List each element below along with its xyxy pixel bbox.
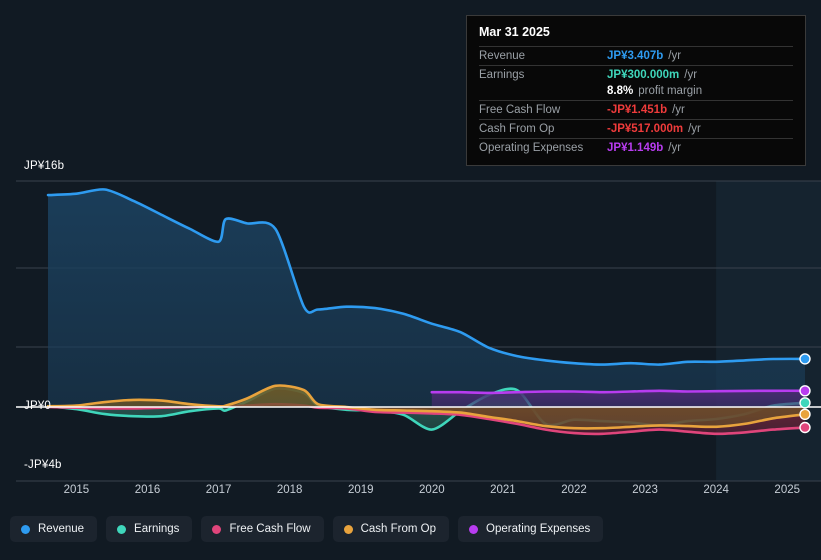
endpoint-dot: [799, 353, 811, 365]
tooltip-row-label: Cash From Op: [479, 123, 555, 135]
legend-item-earnings[interactable]: Earnings: [106, 516, 193, 542]
chart-plot-svg: [16, 180, 821, 482]
endpoint-operating-expenses: [799, 385, 811, 397]
chart-tooltip: Mar 31 2025 Revenue JP¥3.407b/yr Earnings J…: [466, 15, 806, 166]
area-cash-from-op: [48, 385, 805, 429]
endpoint-dot: [799, 397, 811, 409]
legend-item-free-cash-flow[interactable]: Free Cash Flow: [201, 516, 324, 542]
x-axis-tick-2018: 2018: [276, 484, 303, 496]
y-axis-label-bottom: -JP¥4b: [24, 459, 62, 471]
x-axis-tick-2023: 2023: [632, 484, 658, 496]
tooltip-row-value: -JP¥1.451b: [607, 104, 668, 116]
x-axis-tick-2025: 2025: [774, 484, 801, 496]
x-axis-tick-2020: 2020: [419, 484, 445, 496]
tooltip-row-value: JP¥1.149b: [607, 142, 664, 154]
legend-color-dot-icon: [469, 524, 479, 534]
tooltip-row-value: JP¥3.407b: [607, 50, 664, 62]
chart-legend[interactable]: Revenue Earnings Free Cash Flow Cash From O…: [10, 516, 604, 542]
endpoint-dot: [799, 385, 811, 397]
tooltip-row-cash-from-op: Cash From Op -JP¥517.000m/yr: [479, 119, 793, 138]
tooltip-row-value: JP¥300.000m: [607, 69, 680, 81]
tooltip-profit-margin-label: profit margin: [638, 85, 703, 97]
tooltip-row-revenue: Revenue JP¥3.407b/yr: [479, 46, 793, 65]
x-axis-tick-2016: 2016: [134, 484, 161, 496]
line-cash-from-op[interactable]: [46, 384, 807, 430]
legend-color-dot-icon: [212, 524, 222, 534]
tooltip-row-label: Earnings: [479, 69, 525, 81]
tooltip-row-label: Free Cash Flow: [479, 104, 561, 116]
tooltip-row-unit: /yr: [668, 142, 682, 154]
line-operating-expenses[interactable]: [430, 389, 807, 395]
tooltip-profit-margin-row: 8.8% profit margin: [479, 84, 793, 100]
tooltip-rows: Revenue JP¥3.407b/yr Earnings JP¥300.000m/y…: [479, 46, 793, 157]
legend-color-dot-icon: [343, 524, 353, 534]
tooltip-row-label: Revenue: [479, 50, 526, 62]
legend-item-label: Earnings: [134, 523, 180, 535]
tooltip-row-earnings: Earnings JP¥300.000m/yr: [479, 65, 793, 84]
line-revenue[interactable]: [46, 188, 807, 366]
legend-item-operating-expenses[interactable]: Operating Expenses: [458, 516, 604, 542]
x-axis-tick-2015: 2015: [63, 484, 90, 496]
endpoint-revenue: [799, 353, 811, 365]
x-axis-tick-2019: 2019: [347, 484, 374, 496]
legend-color-dot-icon: [117, 524, 127, 534]
area-operating-expenses: [431, 390, 805, 407]
tooltip-row-operating-expenses: Operating Expenses JP¥1.149b/yr: [479, 138, 793, 157]
tooltip-row-value: -JP¥517.000m: [607, 123, 684, 135]
legend-item-label: Revenue: [38, 523, 85, 535]
y-axis-label-top: JP¥16b: [24, 160, 65, 172]
endpoint-earnings: [799, 397, 811, 409]
forecast-band: [716, 181, 821, 481]
x-axis-tick-2021: 2021: [490, 484, 516, 496]
y-axis-label-zero: JP¥0: [24, 400, 52, 412]
tooltip-row-unit: /yr: [672, 104, 685, 116]
legend-item-cash-from-op[interactable]: Cash From Op: [332, 516, 450, 542]
legend-item-label: Free Cash Flow: [229, 523, 311, 535]
legend-color-dot-icon: [21, 524, 30, 534]
area-revenue: [48, 189, 805, 407]
tooltip-date: Mar 31 2025: [479, 25, 550, 39]
tooltip-row-free-cash-flow: Free Cash Flow -JP¥1.451b/yr: [479, 100, 793, 119]
endpoint-dot: [799, 421, 811, 434]
legend-item-revenue[interactable]: Revenue: [10, 516, 98, 542]
tooltip-profit-margin-value: 8.8%: [607, 85, 634, 97]
financial-chart[interactable]: [0, 0, 821, 500]
x-axis-tick-2022: 2022: [561, 484, 587, 496]
tooltip-row-unit: /yr: [668, 50, 682, 62]
endpoint-dot: [799, 408, 811, 420]
x-axis-tick-2017: 2017: [205, 484, 232, 496]
legend-item-label: Cash From Op: [360, 523, 437, 535]
tooltip-row-unit: /yr: [688, 123, 701, 135]
legend-item-label: Operating Expenses: [486, 523, 591, 535]
tooltip-row-label: Operating Expenses: [479, 142, 584, 154]
tooltip-row-unit: /yr: [684, 69, 698, 81]
endpoint-free-cash-flow: [799, 421, 811, 434]
endpoint-cash-from-op: [799, 408, 811, 420]
x-axis-tick-2024: 2024: [703, 484, 729, 496]
